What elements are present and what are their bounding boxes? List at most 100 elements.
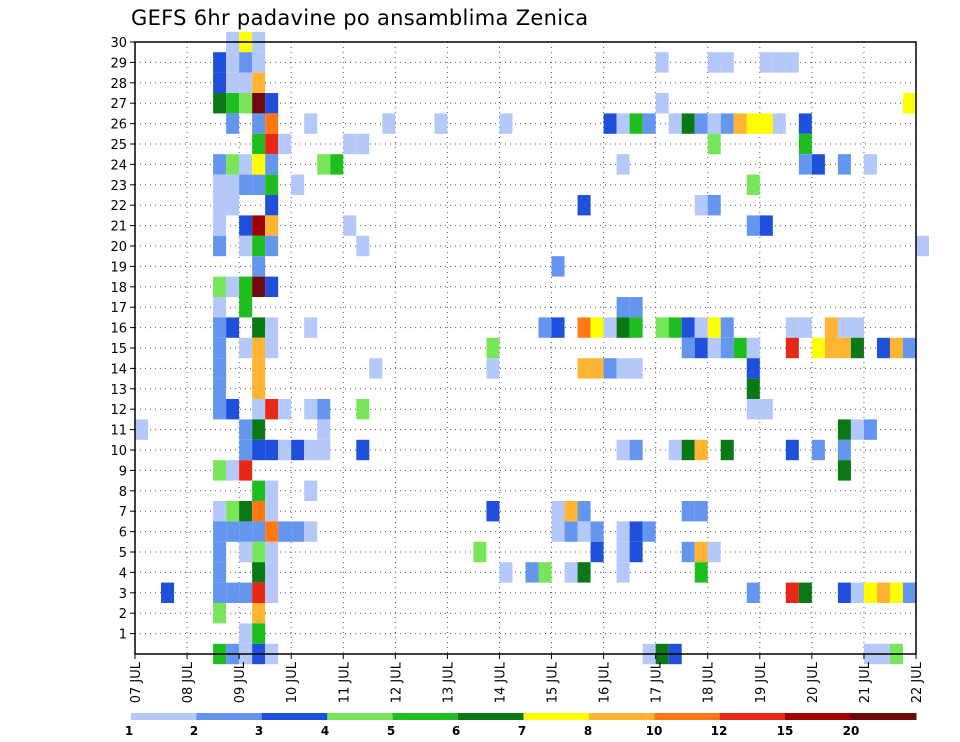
heat-cell — [252, 623, 266, 644]
y-tick-label: 1 — [119, 628, 127, 643]
heat-cell — [239, 501, 253, 522]
heat-cell — [785, 582, 799, 603]
heat-cell — [746, 378, 760, 399]
heat-cell — [252, 480, 266, 501]
heat-cell — [746, 399, 760, 420]
heat-cell — [837, 582, 851, 603]
heat-cell — [616, 562, 630, 583]
y-tick-label: 13 — [110, 383, 127, 398]
heat-cell — [265, 235, 279, 257]
y-tick-label: 17 — [110, 301, 127, 316]
heat-cell — [278, 439, 292, 461]
heat-cell — [837, 439, 851, 461]
heat-cell — [252, 541, 266, 563]
heat-cell — [837, 337, 851, 359]
heat-cell — [577, 358, 591, 379]
colorbar-segment — [588, 713, 655, 720]
heat-cell — [239, 72, 253, 93]
heat-cell — [265, 133, 279, 155]
heat-cell — [213, 297, 227, 318]
heat-cell — [213, 195, 227, 216]
heat-cell — [213, 603, 227, 624]
heat-cell — [694, 195, 708, 216]
heat-cell — [213, 460, 227, 481]
heat-cell — [213, 93, 227, 114]
heat-cell — [265, 113, 279, 134]
x-tick-label: 15 JUL — [546, 661, 561, 703]
heat-cell — [824, 317, 838, 338]
colorbar-label: 4 — [321, 724, 329, 738]
heat-cell — [681, 337, 695, 359]
heat-cell — [707, 52, 721, 73]
heat-cell — [811, 337, 825, 359]
heat-cell — [564, 501, 578, 522]
y-tick-label: 6 — [119, 526, 127, 541]
heat-cell — [707, 195, 721, 216]
x-tick-label: 19 JUL — [754, 661, 769, 703]
heat-cell — [252, 378, 266, 399]
colorbar-label: 7 — [518, 724, 526, 738]
heat-cell — [733, 337, 747, 359]
heat-cell — [759, 52, 773, 73]
y-tick-label: 15 — [110, 342, 127, 357]
heat-cell — [720, 337, 734, 359]
heat-cell — [239, 460, 253, 481]
heat-cell — [668, 113, 682, 134]
colorbar-segment — [719, 713, 786, 720]
heat-cell — [213, 215, 227, 236]
heat-cell — [265, 337, 279, 359]
colorbar-segment — [785, 713, 852, 720]
heat-cell — [616, 154, 630, 175]
colorbar-segment — [327, 713, 394, 720]
heat-cell — [694, 317, 708, 338]
heat-cell — [785, 439, 799, 461]
heat-cell — [252, 399, 266, 420]
heat-cell — [746, 582, 760, 603]
heat-cell — [577, 501, 591, 522]
y-tick-label: 2 — [119, 607, 127, 622]
heat-cell — [239, 174, 253, 195]
heat-cell — [226, 72, 240, 93]
heat-cell — [720, 52, 734, 73]
heat-cell — [252, 317, 266, 338]
heat-cell — [837, 460, 851, 481]
heat-cell — [902, 582, 916, 603]
heat-cell — [876, 582, 890, 603]
colorbar-label: 10 — [646, 724, 663, 738]
x-tick-label: 08 JUL — [181, 661, 196, 703]
heat-cell — [239, 93, 253, 114]
heat-cell — [265, 541, 279, 563]
heat-cell — [317, 439, 331, 461]
heat-cell — [226, 521, 240, 542]
heat-cell — [239, 623, 253, 644]
heat-cell — [356, 399, 370, 420]
heat-cell — [265, 174, 279, 195]
heat-cell — [304, 439, 318, 461]
heat-cell — [252, 133, 266, 155]
heat-cell — [746, 215, 760, 236]
colorbar-label: 3 — [255, 724, 263, 738]
heat-cell — [252, 276, 266, 297]
heat-cell — [642, 113, 656, 134]
heat-cell — [772, 113, 786, 134]
heat-cell — [707, 113, 721, 134]
heat-cell — [707, 337, 721, 359]
heat-cell — [798, 317, 812, 338]
heat-cell — [785, 52, 799, 73]
heat-cell — [577, 521, 591, 542]
y-tick-label: 5 — [119, 546, 127, 561]
heat-cell — [252, 603, 266, 624]
heat-cell — [603, 358, 617, 379]
heat-cell — [239, 215, 253, 236]
y-tick-label: 25 — [110, 138, 127, 153]
heat-cell — [902, 337, 916, 359]
heat-cell — [226, 154, 240, 175]
heat-cell — [798, 133, 812, 155]
heat-cell — [499, 113, 513, 134]
heat-cell — [265, 501, 279, 522]
heat-cell — [590, 521, 604, 542]
heat-cell — [213, 317, 227, 338]
x-tick-label: 12 JUL — [389, 661, 404, 703]
heat-cell — [538, 317, 552, 338]
